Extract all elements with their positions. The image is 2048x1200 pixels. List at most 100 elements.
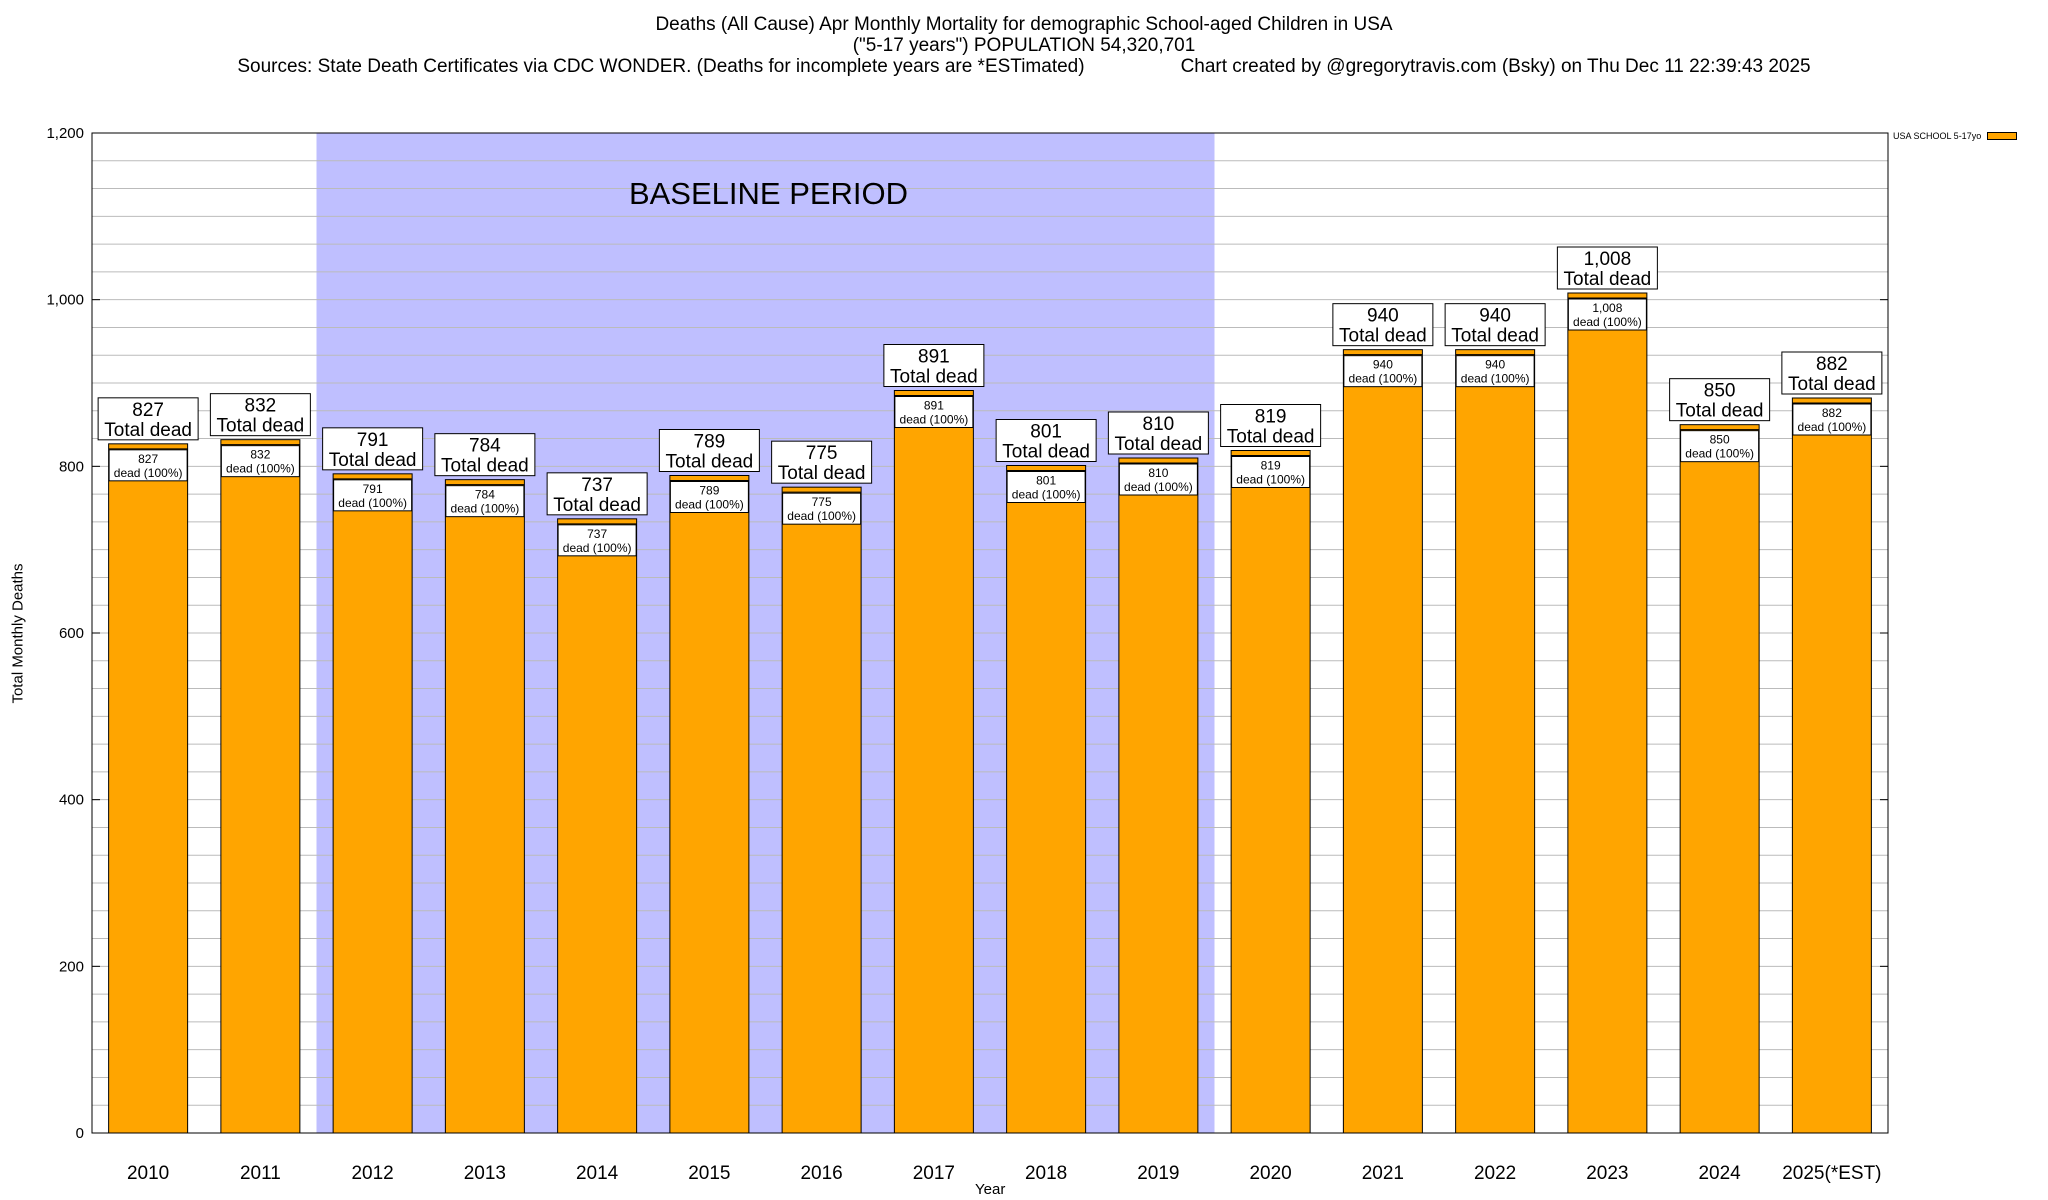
x-tick-label: 2020 [1249,1163,1291,1184]
bar [332,473,413,1134]
top-total-label: Total dead [441,456,529,477]
baseline-period-label: BASELINE PERIOD [629,176,908,211]
inner-label-box [1118,463,1198,496]
bar [781,486,862,1134]
x-tick-label: 2024 [1698,1163,1741,1184]
bar [1230,450,1311,1134]
bar [1118,457,1199,1134]
inner-value-label: 940 [1373,358,1393,372]
y-tick-label: 1,200 [46,125,84,142]
x-tick-label: 2010 [127,1163,169,1184]
top-value-label: 789 [694,432,726,453]
top-total-label: Total dead [1564,269,1652,290]
inner-value-label: 940 [1485,358,1505,372]
y-tick-label: 600 [59,625,84,642]
bar [1006,465,1087,1134]
x-tick-label: 2012 [351,1163,393,1184]
top-total-label: Total dead [104,420,192,441]
x-tick-label: 2016 [800,1163,842,1184]
legend-swatch [1987,132,2018,140]
top-label-box [1220,404,1322,447]
top-label-box [209,393,311,437]
bar [1791,397,1872,1134]
inner-percent-label: dead (100%) [675,498,744,512]
inner-percent-label: dead (100%) [1798,420,1867,434]
x-tick-label: 2018 [1025,1163,1067,1184]
top-label-box [546,472,648,516]
top-label-box [1444,303,1546,347]
inner-value-label: 791 [363,482,383,496]
top-label-box [1781,351,1883,395]
inner-label-box [1231,456,1311,488]
top-value-label: 940 [1367,306,1399,327]
inner-label-box [1455,355,1535,388]
inner-label-box [108,449,188,482]
inner-value-label: 789 [699,484,719,498]
top-value-label: 737 [581,475,613,496]
inner-label-box [220,445,300,478]
x-tick-label: 2023 [1586,1163,1628,1184]
x-tick-label: 2022 [1474,1163,1516,1184]
inner-percent-label: dead (100%) [1236,473,1305,487]
title-line-2: ("5-17 years") POPULATION 54,320,701 [852,35,1196,56]
top-value-label: 850 [1704,381,1736,402]
inner-label-box [557,524,637,557]
inner-label-box [1792,403,1872,436]
top-label-box [658,429,760,472]
inner-value-label: 801 [1036,474,1056,488]
top-total-label: Total dead [553,495,641,516]
x-tick-label: 2011 [240,1163,281,1184]
sources-text: Sources: State Death Certificates via CD… [237,56,1085,77]
top-value-label: 819 [1255,407,1287,428]
inner-percent-label: dead (100%) [563,541,632,555]
top-label-box [1332,303,1434,347]
y-tick-label: 0 [76,1125,84,1142]
x-tick-label: 2017 [913,1163,955,1184]
bar [220,439,301,1134]
legend: USA SCHOOL 5-17yo [1893,131,2018,141]
inner-percent-label: dead (100%) [1349,372,1418,386]
inner-value-label: 882 [1822,406,1842,420]
top-value-label: 775 [806,443,838,464]
bar [1567,292,1648,1134]
bar [893,390,974,1134]
top-label-box [1669,378,1771,422]
inner-percent-label: dead (100%) [226,462,295,476]
inner-value-label: 737 [587,527,607,541]
x-tick-label: 2013 [464,1163,506,1184]
inner-percent-label: dead (100%) [1573,315,1642,329]
top-value-label: 940 [1479,306,1511,327]
y-tick-label: 400 [59,792,84,809]
top-value-label: 882 [1816,354,1848,375]
top-total-label: Total dead [1002,442,1090,463]
top-label-box [1556,246,1658,290]
credit-text: Chart created by @gregorytravis.com (Bsk… [1180,56,1811,77]
top-label-box [1107,411,1209,455]
x-tick-label: 2025(*EST) [1782,1163,1881,1184]
inner-label-box [782,492,862,525]
inner-percent-label: dead (100%) [114,466,183,480]
top-value-label: 791 [357,430,389,451]
top-total-label: Total dead [1339,326,1427,347]
inner-label-box [445,485,525,518]
y-tick-label: 1,000 [46,292,84,309]
inner-percent-label: dead (100%) [338,496,407,510]
bar [557,518,638,1134]
top-total-label: Total dead [1676,401,1764,422]
legend-label: USA SCHOOL 5-17yo [1893,131,1982,141]
inner-label-box [669,481,749,513]
top-label-box [322,427,424,471]
x-tick-label: 2015 [688,1163,730,1184]
bar [1679,424,1760,1134]
top-value-label: 832 [245,396,277,417]
inner-value-label: 850 [1710,433,1730,447]
top-value-label: 1,008 [1584,249,1632,270]
top-label-box [771,440,873,484]
plot-border [91,132,1889,1134]
inner-label-box [1343,355,1423,388]
inner-label-box [1006,471,1086,503]
inner-percent-label: dead (100%) [900,413,969,427]
y-axis-label: Total Monthly Deaths [9,562,27,704]
y-tick-label: 200 [59,958,84,975]
